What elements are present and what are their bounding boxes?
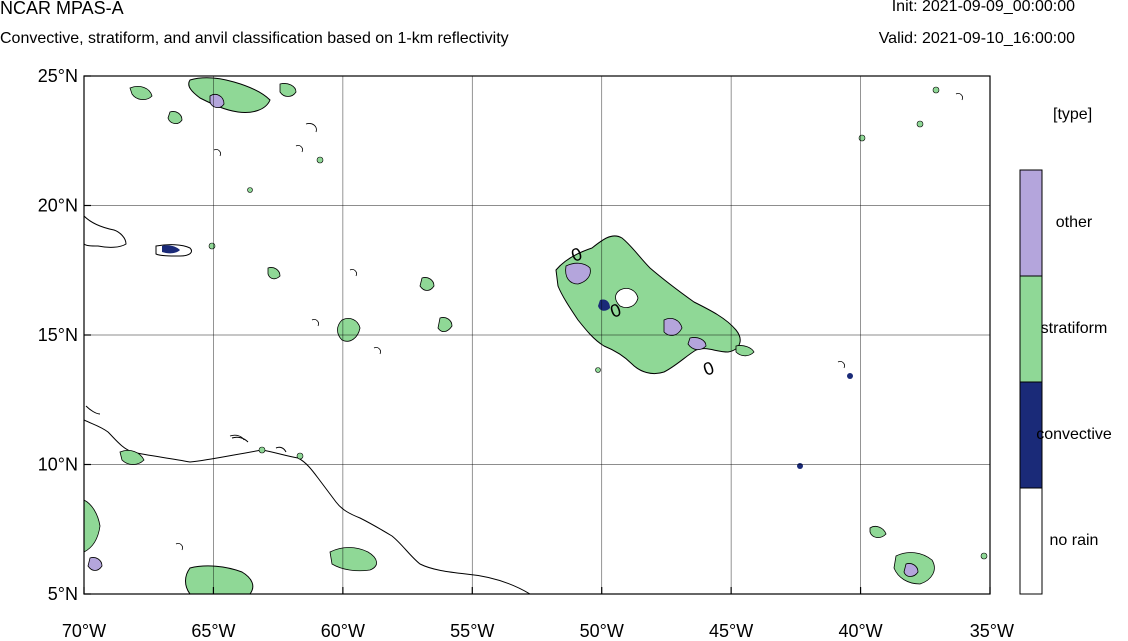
lon-label: 35°W	[970, 621, 1014, 641]
legend-label-convective: convective	[1036, 426, 1112, 443]
coastline-puerto-rico	[155, 244, 193, 257]
lon-label: 40°W	[838, 621, 882, 641]
lat-label: 20°N	[38, 196, 78, 216]
coastline-south-america	[84, 419, 531, 594]
lon-label: 50°W	[580, 621, 624, 641]
gridlines	[84, 76, 990, 594]
lat-label: 10°N	[38, 455, 78, 475]
legend-label-other: other	[1055, 214, 1093, 231]
init-time: Init: 2021-09-09_00:00:00	[891, 0, 1075, 15]
latitude-labels: 25°N 20°N 15°N 10°N 5°N	[38, 66, 78, 604]
precip-features	[84, 77, 988, 594]
lon-label: 70°W	[62, 621, 106, 641]
legend-title: [type]	[1053, 106, 1093, 123]
lat-label: 15°N	[38, 325, 78, 345]
lat-label: 5°N	[48, 584, 78, 604]
lon-label: 65°W	[191, 621, 235, 641]
lon-label: 55°W	[450, 621, 494, 641]
coastline-islands	[85, 405, 287, 453]
legend-swatch-no-rain	[1019, 487, 1043, 595]
contour-label: 0	[701, 358, 717, 380]
longitude-labels: 70°W 65°W 60°W 55°W 50°W 45°W 40°W 35°W	[62, 621, 1014, 641]
lon-label: 45°W	[709, 621, 753, 641]
axis-ticks	[83, 75, 991, 595]
legend-label-no-rain: no rain	[1049, 532, 1099, 549]
contour-outlines	[175, 93, 963, 551]
map-subtitle: Convective, stratiform, and anvil classi…	[0, 30, 509, 47]
legend-label-stratiform: stratiform	[1040, 320, 1108, 337]
map-title: NCAR MPAS-A	[0, 0, 124, 18]
lon-label: 60°W	[321, 621, 365, 641]
legend-colorbar	[1019, 169, 1043, 595]
lat-label: 25°N	[38, 66, 78, 86]
valid-time: Valid: 2021-09-10_16:00:00	[878, 30, 1075, 47]
coastline-hispaniola	[84, 215, 127, 248]
